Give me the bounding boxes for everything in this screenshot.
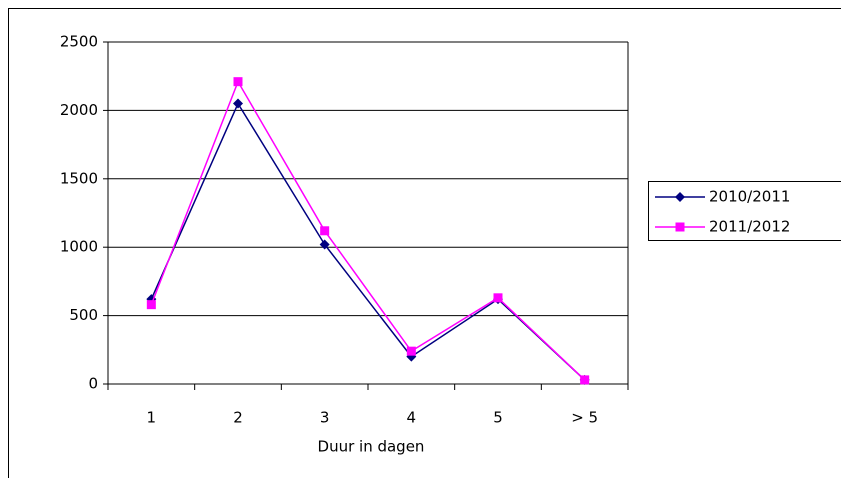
legend-label: 2010/2011: [709, 188, 790, 206]
data-point: [320, 226, 330, 236]
data-point: [580, 375, 590, 385]
data-point: [146, 300, 156, 310]
x-tick-label: 2: [233, 409, 243, 427]
legend-marker: [675, 222, 685, 232]
y-tick-label: 500: [69, 306, 98, 324]
data-point: [493, 293, 503, 303]
y-tick-label: 1000: [60, 238, 98, 256]
chart-frame: [8, 8, 841, 478]
legend-label: 2011/2012: [709, 218, 790, 236]
y-tick-label: 2000: [60, 101, 98, 119]
series-line: [150, 101, 586, 381]
x-tick-label: 3: [320, 409, 330, 427]
data-point: [233, 77, 243, 87]
x-tick-label: 5: [493, 409, 503, 427]
data-point: [319, 239, 330, 250]
series-line: [150, 79, 586, 381]
data-point: [406, 346, 416, 356]
x-tick-label: 1: [147, 409, 157, 427]
x-tick-label: 4: [407, 409, 417, 427]
x-axis-title: Duur in dagen: [318, 438, 425, 456]
data-point: [233, 98, 243, 109]
y-tick-label: 2500: [60, 33, 98, 51]
x-tick-label: > 5: [571, 409, 598, 427]
y-tick-label: 1500: [60, 169, 98, 187]
y-tick-label: 0: [88, 375, 98, 393]
legend-marker: [675, 192, 685, 202]
